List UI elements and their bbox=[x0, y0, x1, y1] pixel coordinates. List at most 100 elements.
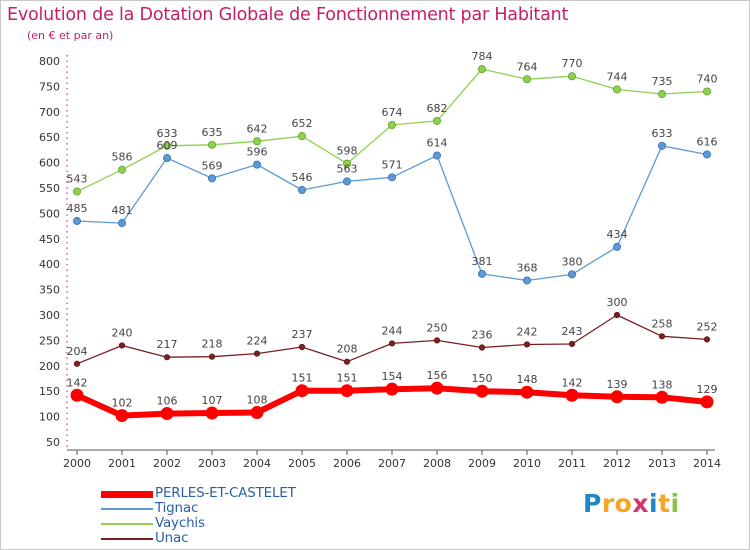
series-0-point-12 bbox=[610, 390, 624, 404]
x-tick-label-10: 2010 bbox=[513, 457, 541, 470]
series-1-point-11 bbox=[568, 270, 577, 279]
legend-swatch-1 bbox=[101, 508, 153, 510]
series-1-label-8: 614 bbox=[427, 136, 448, 149]
series-0-label-4: 108 bbox=[247, 394, 268, 407]
series-2-label-14: 740 bbox=[697, 72, 718, 85]
series-0-label-12: 139 bbox=[607, 378, 628, 391]
series-3-point-6 bbox=[343, 358, 351, 365]
series-3-point-10 bbox=[523, 341, 531, 348]
x-tick-label-9: 2009 bbox=[468, 457, 496, 470]
series-0-point-4 bbox=[250, 406, 264, 420]
series-3-label-2: 217 bbox=[157, 338, 178, 351]
series-3-point-9 bbox=[478, 344, 486, 351]
series-2-label-9: 784 bbox=[472, 50, 493, 63]
series-2-point-3 bbox=[207, 140, 216, 149]
series-3-point-3 bbox=[208, 353, 216, 360]
series-1-label-10: 368 bbox=[517, 261, 538, 274]
series-2-label-0: 543 bbox=[67, 173, 88, 186]
series-2-point-7 bbox=[387, 121, 396, 130]
x-tick-label-6: 2006 bbox=[333, 457, 361, 470]
series-0-label-13: 138 bbox=[652, 378, 673, 391]
series-0-point-11 bbox=[565, 388, 579, 402]
x-tick-label-8: 2008 bbox=[423, 457, 451, 470]
series-3-point-7 bbox=[388, 340, 396, 347]
series-2-point-13 bbox=[658, 90, 667, 99]
legend-label-2: Vaychis bbox=[155, 515, 205, 531]
chart-title: Evolution de la Dotation Globale de Fonc… bbox=[7, 5, 569, 25]
series-0-label-7: 154 bbox=[382, 370, 403, 383]
logo-letter-6: i bbox=[670, 489, 680, 518]
series-0-label-11: 142 bbox=[562, 376, 583, 389]
logo-letter-5: t bbox=[658, 489, 671, 518]
legend-item-2: Vaychis bbox=[101, 515, 341, 532]
series-2-label-7: 674 bbox=[382, 106, 403, 119]
series-1-point-8 bbox=[432, 151, 441, 160]
series-3-label-3: 218 bbox=[202, 338, 223, 351]
series-2-point-2 bbox=[162, 141, 171, 150]
x-tick-label-1: 2001 bbox=[108, 457, 136, 470]
series-3-point-5 bbox=[298, 343, 306, 351]
x-tick-label-12: 2012 bbox=[603, 457, 631, 470]
series-0-label-2: 106 bbox=[157, 395, 178, 408]
series-1-label-1: 481 bbox=[112, 204, 133, 217]
series-0-label-14: 129 bbox=[697, 383, 718, 396]
series-3-label-8: 250 bbox=[427, 321, 448, 334]
series-0-point-10 bbox=[520, 385, 534, 399]
series-1-label-5: 546 bbox=[292, 171, 313, 184]
series-3-label-13: 258 bbox=[652, 317, 673, 330]
series-2-label-10: 764 bbox=[517, 60, 538, 73]
legend-item-1: Tignac bbox=[101, 500, 341, 517]
series-0-label-0: 142 bbox=[67, 376, 88, 389]
series-0-point-3 bbox=[205, 406, 219, 420]
series-2-label-5: 652 bbox=[292, 117, 313, 130]
series-0-point-14 bbox=[700, 395, 714, 409]
series-1-label-14: 616 bbox=[697, 135, 718, 148]
series-3-point-4 bbox=[253, 350, 261, 357]
series-3-label-12: 300 bbox=[607, 296, 628, 309]
series-1-label-13: 633 bbox=[652, 127, 673, 140]
series-1-point-14 bbox=[703, 150, 712, 159]
series-1-label-11: 380 bbox=[562, 255, 583, 268]
series-0-label-10: 148 bbox=[517, 373, 538, 386]
series-1-label-9: 381 bbox=[472, 255, 493, 268]
series-3-point-2 bbox=[163, 354, 171, 361]
x-tick-label-2: 2002 bbox=[153, 457, 181, 470]
series-1-label-3: 569 bbox=[202, 159, 223, 172]
series-2-point-11 bbox=[568, 72, 577, 81]
series-1-point-7 bbox=[387, 173, 396, 182]
series-2-point-8 bbox=[432, 116, 441, 125]
series-1-point-3 bbox=[207, 174, 216, 183]
series-3-label-14: 252 bbox=[697, 320, 718, 333]
series-1-point-12 bbox=[613, 242, 622, 251]
series-0-point-7 bbox=[385, 382, 399, 396]
series-1-point-13 bbox=[658, 141, 667, 150]
series-3-label-4: 224 bbox=[247, 335, 268, 348]
series-1-label-6: 563 bbox=[337, 162, 358, 175]
y-tick-label-14: 750 bbox=[39, 80, 60, 93]
series-3-point-1 bbox=[118, 342, 126, 349]
x-tick-label-7: 2007 bbox=[378, 457, 406, 470]
series-3-label-9: 236 bbox=[472, 329, 493, 342]
series-0-point-6 bbox=[340, 384, 354, 398]
series-2-label-2: 633 bbox=[157, 127, 178, 140]
series-2-point-6 bbox=[342, 159, 351, 168]
series-2-point-9 bbox=[477, 65, 486, 74]
y-tick-label-11: 600 bbox=[39, 157, 60, 170]
series-2-point-5 bbox=[297, 132, 306, 141]
series-1-point-6 bbox=[342, 177, 351, 186]
series-2-label-11: 770 bbox=[562, 57, 583, 70]
series-1-point-0 bbox=[73, 217, 82, 226]
series-1-point-10 bbox=[523, 276, 532, 285]
series-2-point-10 bbox=[523, 75, 532, 84]
series-3-point-0 bbox=[73, 360, 81, 367]
legend-item-0: PERLES-ET-CASTELET bbox=[101, 485, 341, 502]
series-0-label-3: 107 bbox=[202, 394, 223, 407]
y-tick-label-10: 550 bbox=[39, 182, 60, 195]
series-0-point-5 bbox=[295, 384, 309, 398]
y-tick-label-2: 150 bbox=[39, 385, 60, 398]
y-tick-label-15: 800 bbox=[39, 55, 60, 68]
logo-letter-3: x bbox=[632, 489, 649, 518]
y-tick-label-9: 500 bbox=[39, 207, 60, 220]
series-2-label-3: 635 bbox=[202, 126, 223, 139]
series-0-point-0 bbox=[70, 388, 84, 402]
